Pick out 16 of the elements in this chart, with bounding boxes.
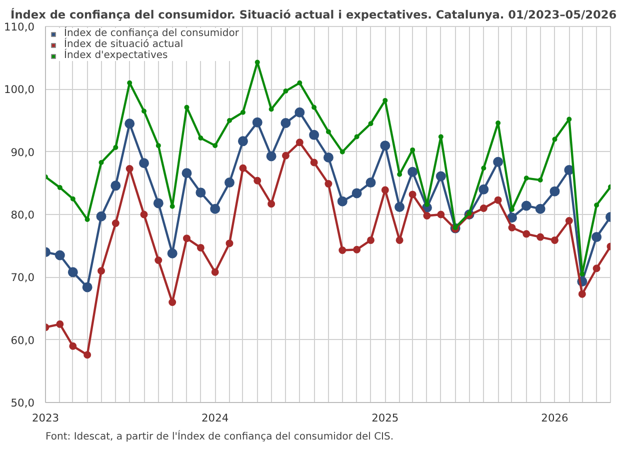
chart-title: Índex de confiança del consumidor. Situació actual i expectatives. Catalunya. 01/2023–05/2026 <box>10 8 617 22</box>
y-tick-label: 110,0 <box>4 20 35 34</box>
x-tick-label: 2023 <box>32 412 60 424</box>
y-tick-label: 100,0 <box>4 83 35 96</box>
legend-label: Índex de confiança del consumidor <box>64 28 239 39</box>
y-tick-label: 90,0 <box>10 146 35 159</box>
x-tick-label: 2024 <box>202 412 229 424</box>
legend-label: Índex d'expectatives <box>64 50 168 61</box>
x-tick-label: 2026 <box>541 412 569 424</box>
y-tick-label: 70,0 <box>10 271 35 284</box>
legend-label: Índex de situació actual <box>64 39 184 50</box>
y-tick-label: 80,0 <box>10 208 35 222</box>
x-tick-label: 2025 <box>372 412 399 424</box>
text: Font: Idescat, a partir de l'Índex de confiança del consumidor del CIS. <box>46 430 394 442</box>
y-tick-label: 60,0 <box>10 334 35 347</box>
y-tick-label: 50,0 <box>10 396 35 410</box>
